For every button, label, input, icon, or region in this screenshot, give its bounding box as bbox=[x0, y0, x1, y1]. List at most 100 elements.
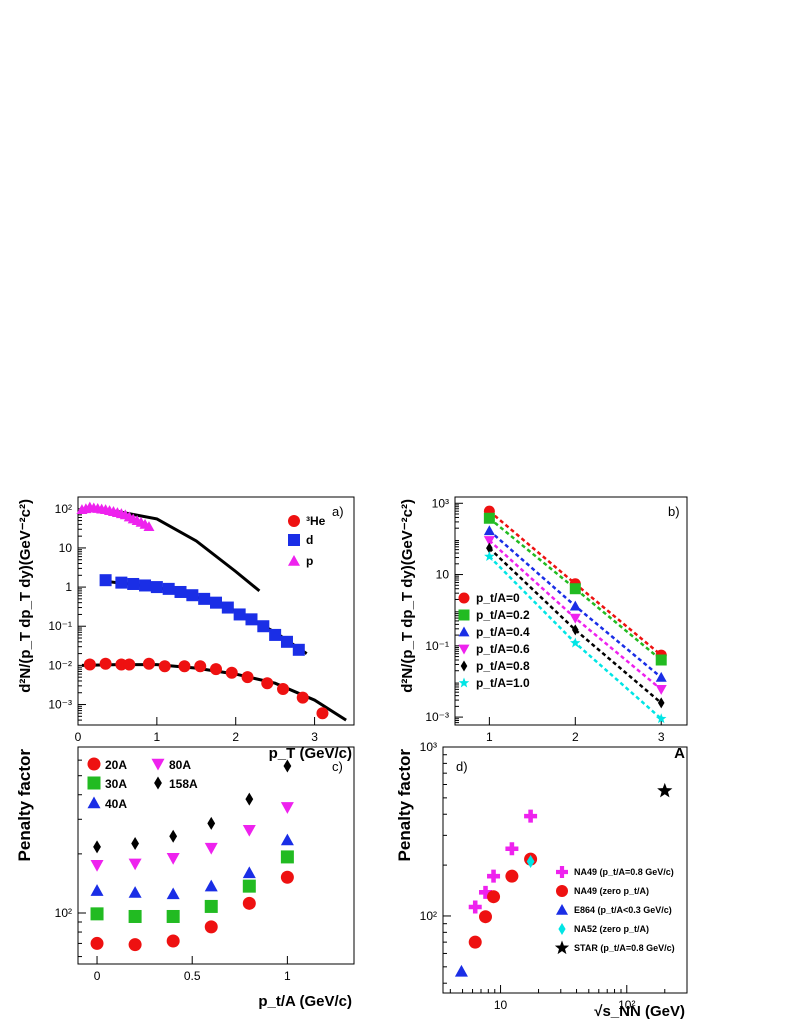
panel-a-point-He bbox=[99, 657, 112, 670]
panel-b-point bbox=[571, 624, 579, 636]
panel-b-point bbox=[569, 583, 581, 595]
panel-c-point bbox=[128, 886, 142, 898]
panel-d-legend-label: NA52 (zero p_t/A) bbox=[574, 924, 649, 934]
panel-b-legend-marker bbox=[458, 644, 470, 655]
panel-c-xtick-label: 1 bbox=[284, 969, 291, 983]
panel-c-point bbox=[280, 833, 294, 846]
panel-b-point bbox=[657, 697, 665, 709]
panel-a-point-d bbox=[186, 589, 199, 602]
panel-a-point-He bbox=[158, 660, 171, 673]
panel-c-point bbox=[128, 909, 142, 923]
panel-d-point bbox=[487, 869, 501, 883]
panel-a-point-He bbox=[142, 657, 155, 670]
panel-c-legend-label: 20A bbox=[105, 758, 127, 772]
panel-a-point-d bbox=[210, 596, 222, 609]
panel-c-point bbox=[283, 759, 292, 773]
panel-c-point bbox=[166, 853, 180, 865]
panel-a-xtick-label: 1 bbox=[154, 730, 161, 744]
panel-d-point bbox=[524, 809, 538, 823]
panel-c-point bbox=[280, 850, 294, 864]
panel-b-point bbox=[655, 713, 667, 724]
panel-c-xlabel: p_t/A (GeV/c) bbox=[258, 993, 352, 1010]
panel-c-ylabel: Penalty factor bbox=[15, 749, 34, 862]
panel-d-ytick-label: 10³ bbox=[420, 740, 437, 754]
panel-d-legend-label: STAR (p_t/A=0.8 GeV/c) bbox=[574, 943, 675, 953]
panel-c-legend-label: 80A bbox=[169, 758, 191, 772]
panel-a-xtick-label: 2 bbox=[232, 730, 239, 744]
panel-c-point bbox=[242, 896, 256, 910]
panel-c-point bbox=[90, 907, 104, 921]
panel-c-point bbox=[90, 936, 104, 950]
panel-a-point-d bbox=[139, 579, 152, 592]
panel-d-legend-marker bbox=[554, 940, 570, 955]
panel-c-frame bbox=[77, 746, 355, 965]
panel-a-legend-marker bbox=[288, 515, 300, 527]
panel-d-frame bbox=[442, 746, 688, 994]
panel-d-point bbox=[657, 782, 673, 798]
panel-d-ytick-label: 10² bbox=[420, 909, 437, 923]
panel-c-legend-marker bbox=[87, 776, 101, 790]
panel-a-point-d bbox=[99, 574, 112, 587]
panel-c-point bbox=[204, 879, 218, 892]
panel-a-legend-marker bbox=[288, 534, 300, 546]
panel-b-label: b) bbox=[668, 504, 680, 519]
panel-d-legend-label: NA49 (p_t/A=0.8 GeV/c) bbox=[574, 867, 674, 877]
panel-c-point bbox=[280, 870, 294, 884]
panel-c-legend-marker bbox=[87, 757, 101, 771]
panel-d-legend-label: E864 (p_t/A<0.3 GeV/c) bbox=[574, 905, 672, 915]
panel-a-point-d bbox=[233, 608, 246, 621]
panel-a-point-He bbox=[316, 707, 329, 720]
panel-b-point bbox=[569, 613, 581, 624]
panel-b-point bbox=[655, 654, 667, 666]
panel-d: 10 10² 10² 10³ NA49 (p_t/A=0.8 GeV/c) NA49 (z… bbox=[395, 740, 688, 1020]
panel-b-fit-line bbox=[488, 517, 662, 661]
panel-c-point bbox=[90, 860, 104, 872]
panel-b-legend-marker bbox=[460, 660, 468, 672]
panel-c-label: c) bbox=[332, 759, 343, 774]
panel-c-point bbox=[169, 829, 178, 843]
panel-a-xlabel: p_T (GeV/c) bbox=[269, 745, 352, 762]
panel-b-frame bbox=[454, 496, 688, 726]
panel-a-point-He bbox=[277, 682, 290, 695]
panel-a-ytick-label: 10² bbox=[55, 502, 72, 516]
panel-c-legend-label: 158A bbox=[169, 777, 198, 791]
panel-a-point-He bbox=[83, 658, 96, 671]
panel-c: 0 0.5 1 10² 20A 30A 40A 80A 158A c) p_t/A (GeV/c) P… bbox=[15, 746, 355, 1010]
panel-a-point-d bbox=[269, 628, 282, 641]
panel-d-legend-marker bbox=[556, 866, 568, 878]
panel-b-point bbox=[570, 637, 581, 648]
panel-a-point-He bbox=[210, 663, 222, 676]
panel-b-point bbox=[655, 684, 667, 695]
panel-a-point-He bbox=[261, 677, 274, 690]
panel-d-legend-marker bbox=[556, 885, 568, 897]
panel-b-point bbox=[483, 525, 495, 536]
panel-a-point-He bbox=[178, 660, 191, 673]
panel-c-xtick-label: 0 bbox=[94, 969, 101, 983]
panel-a-ylabel: d²N/(p_T dp_T dy)(GeV⁻²c²) bbox=[17, 499, 34, 693]
panel-b-ytick-label: 10⁻³ bbox=[425, 710, 449, 724]
panel-c-point bbox=[93, 840, 101, 854]
panel-b-point bbox=[655, 671, 667, 682]
panel-a-ytick-label: 10 bbox=[59, 541, 73, 555]
panel-c-point bbox=[166, 934, 180, 948]
panel-d-point bbox=[505, 842, 519, 856]
panel-a: 0 1 2 3 10⁻³ 10⁻² 10⁻¹ 1 10 10² ³He dp a) p_T (GeV/c)… bbox=[17, 496, 355, 762]
panel-a-legend-label: ³He bbox=[306, 514, 326, 528]
panel-c-point bbox=[128, 938, 142, 952]
panel-b-point bbox=[486, 542, 493, 554]
panel-d-point bbox=[468, 900, 482, 914]
panel-c-point bbox=[166, 909, 180, 923]
panel-a-xtick-label: 3 bbox=[311, 730, 318, 744]
panel-a-point-d bbox=[162, 582, 175, 595]
panel-c-point bbox=[207, 816, 216, 830]
panel-d-legend-marker bbox=[558, 923, 566, 935]
panel-c-xtick-label: 0.5 bbox=[184, 969, 201, 983]
panel-b-legend-label: p_t/A=1.0 bbox=[476, 676, 530, 690]
panel-b-legend-label: p_t/A=0 bbox=[476, 591, 520, 605]
panel-c-point bbox=[90, 884, 104, 896]
panel-c-legend-label: 30A bbox=[105, 777, 127, 791]
panel-a-legend-label: d bbox=[306, 533, 313, 547]
panel-d-point bbox=[454, 964, 468, 977]
panel-a-point-p bbox=[143, 521, 155, 532]
